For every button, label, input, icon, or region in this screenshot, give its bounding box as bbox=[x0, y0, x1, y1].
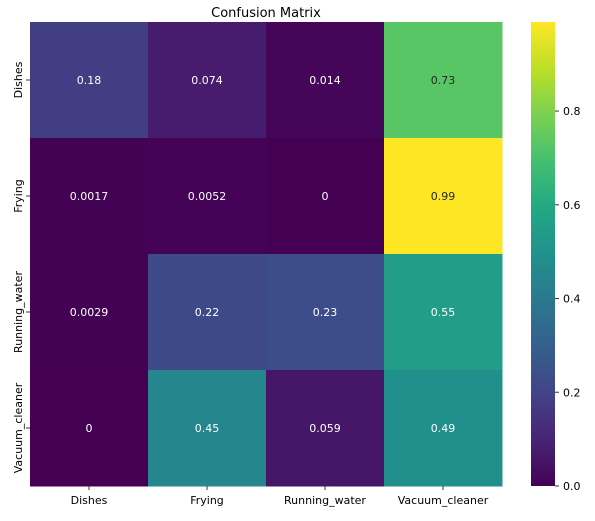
cell-value-label: 0.55 bbox=[431, 306, 456, 319]
row-tick-label: Frying bbox=[12, 179, 25, 213]
cell-value-label: 0.18 bbox=[77, 74, 102, 87]
cell-value-label: 0.0029 bbox=[70, 306, 109, 319]
chart-title: Confusion Matrix bbox=[211, 6, 321, 21]
cell-value-label: 0 bbox=[322, 190, 329, 203]
heatmap-cell bbox=[384, 138, 503, 255]
heatmap-cell bbox=[384, 254, 503, 371]
heatmap-cell bbox=[148, 370, 267, 487]
cell-value-label: 0.0052 bbox=[188, 190, 227, 203]
column-tick-label: Running_water bbox=[284, 494, 366, 507]
column-tick-labels: Dishes Frying Running_water Vacuum_cleaner bbox=[71, 486, 489, 507]
row-tick-labels: Dishes Frying Running_water Vacuum_cleaner bbox=[12, 61, 30, 473]
cell-value-label: 0.0017 bbox=[70, 190, 109, 203]
colorbar-tick-labels: 0.0 0.2 0.4 0.6 0.8 bbox=[555, 105, 581, 493]
colorbar-tick-label: 0.6 bbox=[563, 199, 581, 212]
heatmap-cell bbox=[30, 254, 149, 371]
row-tick-label: Vacuum_cleaner bbox=[12, 382, 25, 473]
cell-value-label: 0.45 bbox=[195, 422, 220, 435]
cell-value-label: 0.23 bbox=[313, 306, 338, 319]
heatmap-cell bbox=[30, 370, 149, 487]
heatmap-cell bbox=[148, 22, 267, 139]
cell-value-label: 0.014 bbox=[309, 74, 341, 87]
cell-value-label: 0.074 bbox=[191, 74, 223, 87]
heatmap-cell bbox=[266, 138, 385, 255]
column-tick-label: Vacuum_cleaner bbox=[398, 494, 489, 507]
cell-value-label: 0.99 bbox=[431, 190, 456, 203]
heatmap-cell bbox=[266, 22, 385, 139]
heatmap-cell bbox=[266, 254, 385, 371]
heatmap-cell bbox=[384, 22, 503, 139]
heatmap-cell bbox=[148, 254, 267, 371]
colorbar-tick-label: 0.8 bbox=[563, 105, 581, 118]
colorbar-tick-label: 0.2 bbox=[563, 386, 581, 399]
cell-value-label: 0.22 bbox=[195, 306, 220, 319]
colorbar bbox=[531, 22, 555, 486]
heatmap-cell bbox=[266, 370, 385, 487]
cell-value-label: 0.73 bbox=[431, 74, 456, 87]
row-tick-label: Running_water bbox=[12, 271, 25, 353]
heatmap-cell bbox=[30, 22, 149, 139]
cell-value-label: 0.49 bbox=[431, 422, 456, 435]
heatmap-cell bbox=[30, 138, 149, 255]
colorbar-tick-label: 0.0 bbox=[563, 480, 581, 493]
heatmap-cells: 0.18 0.074 0.014 0.73 0.0017 0.0052 0 0.99 0.002… bbox=[30, 22, 503, 487]
cell-value-label: 0.059 bbox=[309, 422, 341, 435]
colorbar-tick-label: 0.4 bbox=[563, 293, 581, 306]
heatmap-cell bbox=[148, 138, 267, 255]
column-tick-label: Dishes bbox=[71, 494, 108, 507]
cell-value-label: 0 bbox=[86, 422, 93, 435]
row-tick-label: Dishes bbox=[12, 61, 25, 98]
heatmap-cell bbox=[384, 370, 503, 487]
column-tick-label: Frying bbox=[190, 494, 224, 507]
